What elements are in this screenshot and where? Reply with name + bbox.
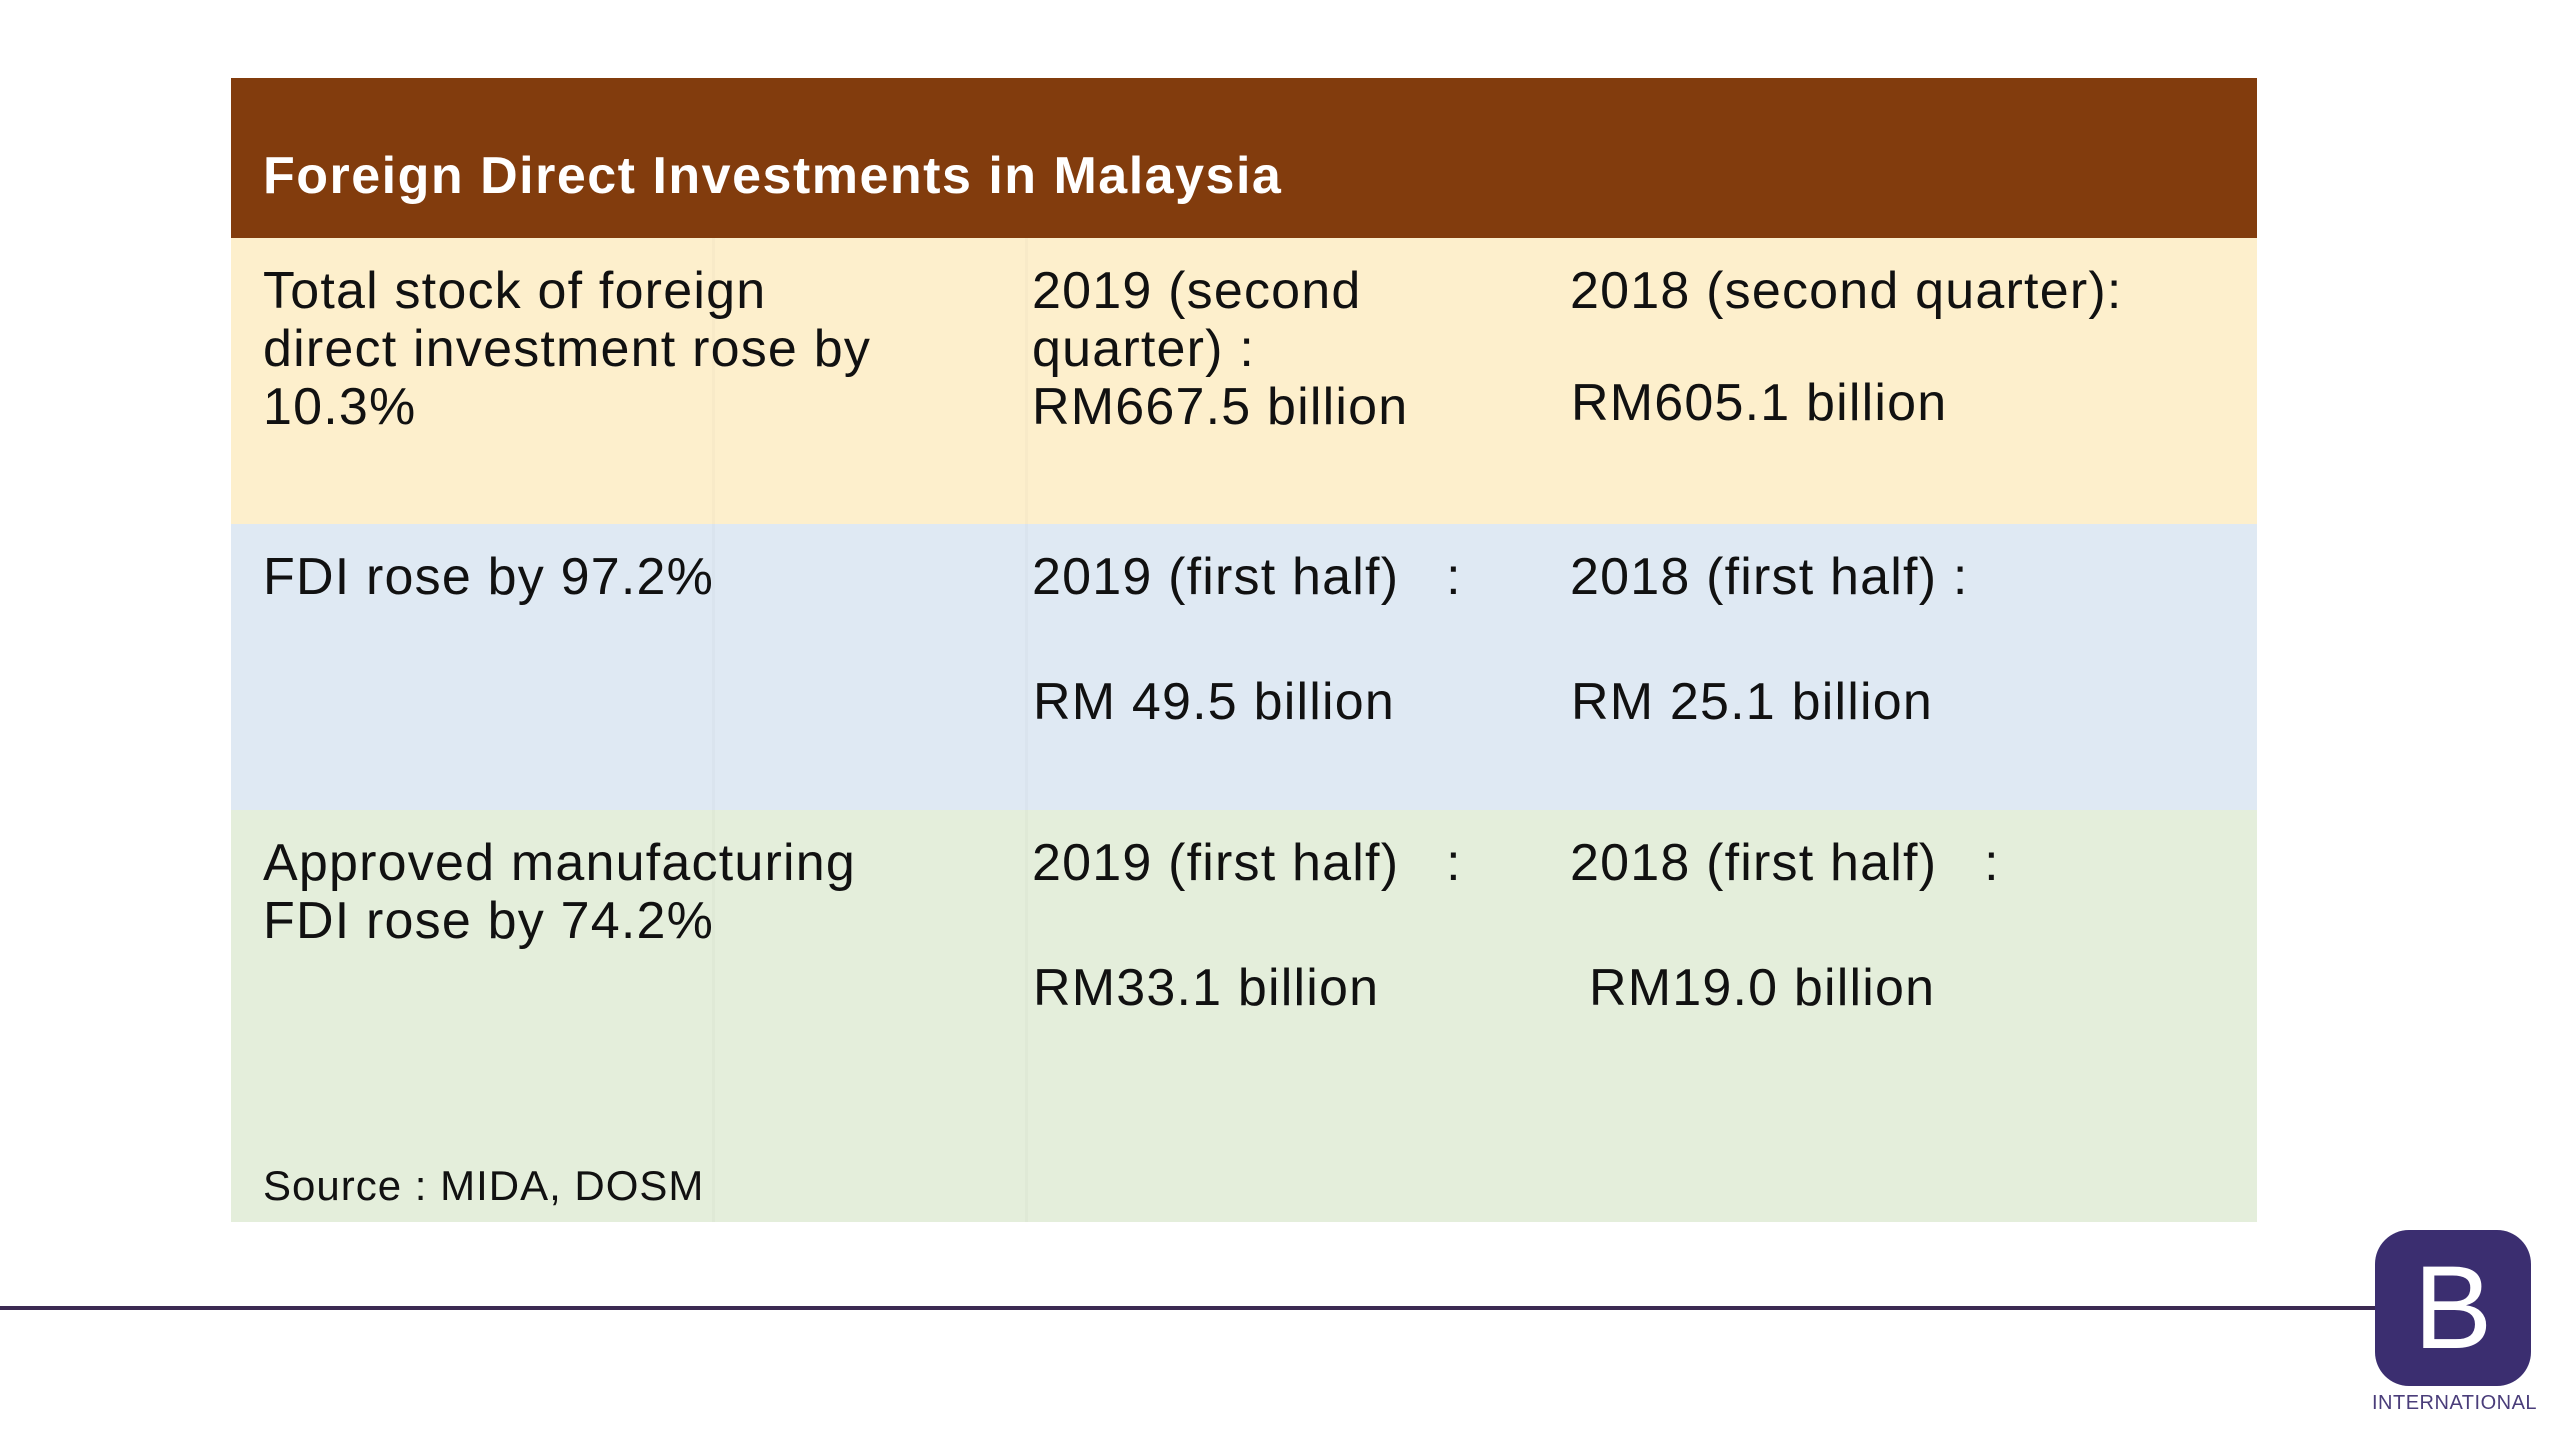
- current-period-label: 2019 (first half) :: [1032, 834, 1462, 892]
- current-period-value: RM 49.5 billion: [1033, 673, 1395, 731]
- row-description: Approved manufacturing FDI rose by 74.2%: [263, 834, 856, 950]
- row-description: FDI rose by 97.2%: [263, 548, 715, 606]
- previous-period-value: RM 25.1 billion: [1571, 673, 1933, 731]
- previous-period-value: RM605.1 billion: [1571, 374, 1948, 432]
- table-row-total-stock: Total stock of foreign direct investment…: [231, 238, 2257, 524]
- brand-logo: B: [2375, 1230, 2531, 1386]
- current-period-label: 2019 (first half) :: [1032, 548, 1462, 606]
- description-line: direct investment rose by: [263, 320, 872, 378]
- description-line: FDI rose by 74.2%: [263, 892, 715, 950]
- previous-period-label: 2018 (first half) :: [1570, 548, 1969, 606]
- row-description: Total stock of foreign direct investment…: [263, 262, 871, 436]
- footer-rule: [0, 1306, 2380, 1310]
- current-period-value: RM33.1 billion: [1033, 959, 1380, 1017]
- current-line: quarter) :: [1032, 320, 1255, 378]
- table-row-manufacturing: Approved manufacturing FDI rose by 74.2%…: [231, 810, 2257, 1222]
- table-row-fdi: FDI rose by 97.2% 2019 (first half) : RM…: [231, 524, 2257, 810]
- column-divider: [1025, 810, 1028, 1222]
- description-line: Total stock of foreign: [263, 262, 767, 320]
- logo-letter: B: [2413, 1242, 2493, 1374]
- description-line: Approved manufacturing: [263, 834, 856, 892]
- column-divider: [1025, 524, 1028, 810]
- table-header: Foreign Direct Investments in Malaysia: [231, 78, 2257, 238]
- previous-period-label: 2018 (first half) :: [1570, 834, 2000, 892]
- previous-period-value: RM19.0 billion: [1589, 959, 1936, 1017]
- current-period-cell: 2019 (second quarter) : RM667.5 billion: [1032, 262, 1408, 436]
- table-title: Foreign Direct Investments in Malaysia: [263, 147, 1283, 205]
- source-note: Source : MIDA, DOSM: [263, 1162, 705, 1209]
- description-line: 10.3%: [263, 378, 417, 436]
- fdi-table: Foreign Direct Investments in Malaysia T…: [231, 78, 2257, 1222]
- previous-period-label: 2018 (second quarter):: [1570, 262, 2123, 320]
- logo-caption: INTERNATIONAL: [2372, 1392, 2538, 1414]
- current-line: 2019 (second: [1032, 262, 1362, 320]
- current-line: RM667.5 billion: [1032, 378, 1409, 436]
- column-divider: [1025, 238, 1028, 524]
